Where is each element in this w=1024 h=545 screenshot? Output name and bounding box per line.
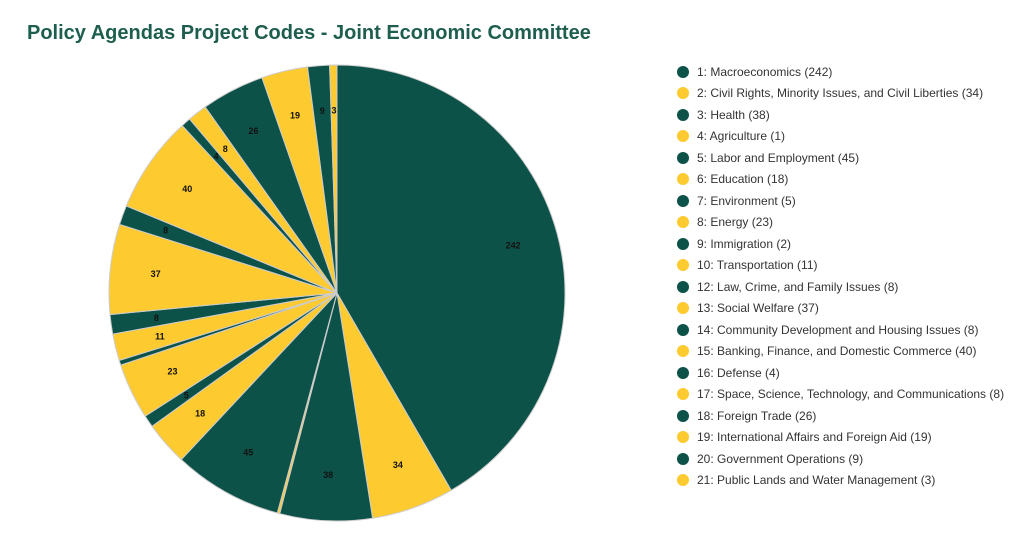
slice-value-label: 5: [184, 391, 189, 401]
legend-item[interactable]: 12: Law, Crime, and Family Issues (8): [677, 276, 1004, 298]
slice-value-label: 19: [290, 111, 300, 121]
legend-item[interactable]: 20: Government Operations (9): [677, 448, 1004, 470]
legend-item[interactable]: 13: Social Welfare (37): [677, 298, 1004, 320]
legend-item[interactable]: 16: Defense (4): [677, 362, 1004, 384]
legend-label: 18: Foreign Trade (26): [697, 408, 817, 423]
legend-swatch: [677, 130, 689, 143]
legend-swatch: [677, 237, 689, 250]
slice-value-label: 9: [320, 106, 325, 116]
legend-item[interactable]: 10: Transportation (11): [677, 255, 1004, 277]
slice-value-label: 38: [323, 470, 333, 480]
legend-item[interactable]: 5: Labor and Employment (45): [677, 147, 1004, 169]
legend-item[interactable]: 8: Energy (23): [677, 212, 1004, 234]
slice-value-label: 18: [195, 409, 205, 419]
legend-swatch: [677, 409, 689, 422]
legend-swatch: [677, 366, 689, 379]
legend-item[interactable]: 1: Macroeconomics (242): [677, 61, 1004, 83]
legend-label: 4: Agriculture (1): [697, 129, 786, 144]
chart-title: Policy Agendas Project Codes - Joint Eco…: [27, 22, 591, 44]
legend-swatch: [677, 173, 689, 186]
slice-value-label: 34: [393, 460, 403, 470]
legend-label: 17: Space, Science, Technology, and Comm…: [697, 387, 1005, 402]
legend-label: 14: Community Development and Housing Is…: [697, 322, 979, 337]
legend-label: 21: Public Lands and Water Management (3…: [697, 473, 936, 488]
legend-swatch: [677, 452, 689, 465]
pie-slice[interactable]: [329, 64, 338, 294]
legend-label: 10: Transportation (11): [697, 258, 818, 273]
legend-item[interactable]: 7: Environment (5): [677, 190, 1004, 212]
legend-label: 15: Banking, Finance, and Domestic Comme…: [697, 344, 977, 359]
legend-item[interactable]: 3: Health (38): [677, 104, 1004, 126]
legend-label: 19: International Affairs and Foreign Ai…: [697, 430, 932, 445]
slice-value-label: 8: [223, 144, 228, 154]
legend-item[interactable]: 21: Public Lands and Water Management (3…: [677, 470, 1004, 492]
slice-value-label: 242: [506, 241, 521, 251]
slice-value-label: 11: [155, 331, 165, 341]
legend-item[interactable]: 18: Foreign Trade (26): [677, 405, 1004, 427]
legend-label: 5: Labor and Employment (45): [697, 150, 860, 165]
legend-item[interactable]: 19: International Affairs and Foreign Ai…: [677, 427, 1004, 449]
legend-label: 3: Health (38): [697, 107, 770, 122]
slice-value-label: 4: [214, 151, 219, 161]
legend-label: 1: Macroeconomics (242): [697, 64, 833, 79]
pie-slice[interactable]: [336, 64, 566, 492]
legend-item[interactable]: 15: Banking, Finance, and Domestic Comme…: [677, 341, 1004, 363]
legend-swatch: [677, 87, 689, 100]
legend-swatch: [677, 388, 689, 401]
legend-label: 9: Immigration (2): [697, 236, 792, 251]
legend-swatch: [677, 108, 689, 121]
legend-label: 12: Law, Crime, and Family Issues (8): [697, 279, 899, 294]
legend-item[interactable]: 17: Space, Science, Technology, and Comm…: [677, 384, 1004, 406]
legend-swatch: [677, 474, 689, 487]
legend-item[interactable]: 9: Immigration (2): [677, 233, 1004, 255]
legend-label: 16: Defense (4): [697, 365, 780, 380]
slice-value-label: 26: [248, 126, 258, 136]
legend-item[interactable]: 2: Civil Rights, Minority Issues, and Ci…: [677, 83, 1004, 105]
legend-label: 7: Environment (5): [697, 193, 796, 208]
slice-value-label: 45: [243, 447, 253, 457]
slice-value-label: 8: [163, 226, 168, 236]
legend-swatch: [677, 259, 689, 272]
slice-value-label: 23: [167, 367, 177, 377]
legend-swatch: [677, 194, 689, 207]
slice-value-label: 8: [154, 313, 159, 323]
legend-item[interactable]: 6: Education (18): [677, 169, 1004, 191]
legend-swatch: [677, 323, 689, 336]
legend-label: 20: Government Operations (9): [697, 451, 864, 466]
slice-value-label: 37: [151, 269, 161, 279]
legend-swatch: [677, 280, 689, 293]
legend-item[interactable]: 4: Agriculture (1): [677, 126, 1004, 148]
slice-value-label: 40: [182, 184, 192, 194]
legend-label: 13: Social Welfare (37): [697, 301, 819, 316]
legend-item[interactable]: 14: Community Development and Housing Is…: [677, 319, 1004, 341]
legend-label: 6: Education (18): [697, 172, 789, 187]
legend-swatch: [677, 151, 689, 164]
pie-slice[interactable]: [180, 292, 338, 514]
slice-value-label: 3: [332, 106, 337, 116]
legend-swatch: [677, 431, 689, 444]
legend-label: 2: Civil Rights, Minority Issues, and Ci…: [697, 86, 984, 101]
legend-swatch: [677, 345, 689, 358]
legend-label: 8: Energy (23): [697, 215, 774, 230]
legend-swatch: [677, 216, 689, 229]
legend-swatch: [677, 65, 689, 78]
legend-swatch: [677, 302, 689, 315]
legend: 1: Macroeconomics (242) 2: Civil Rights, …: [677, 61, 1004, 491]
